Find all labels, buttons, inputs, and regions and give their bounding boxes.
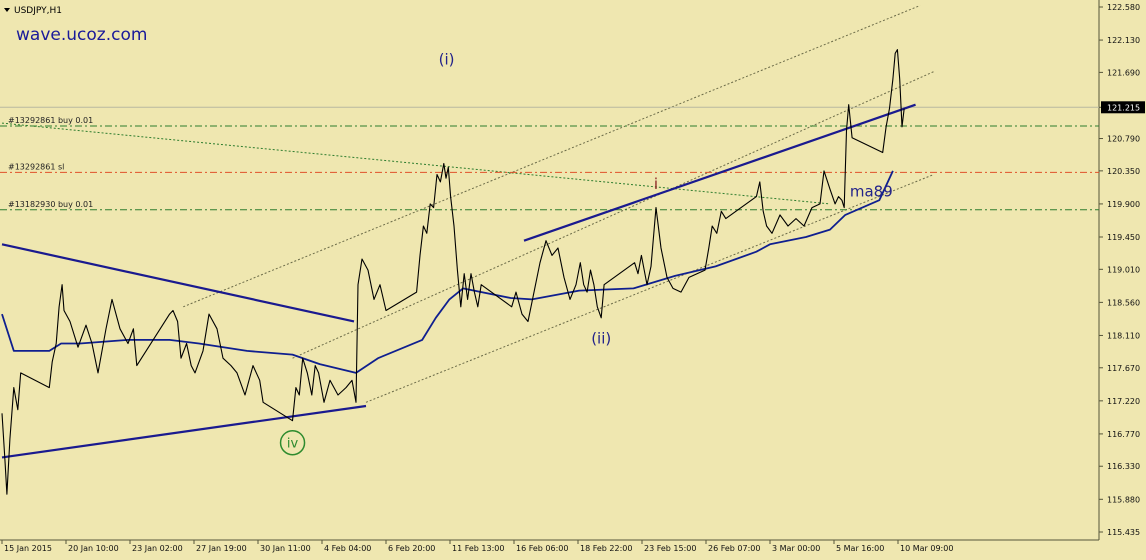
wave-label-2: (ii) [591, 330, 611, 348]
order-label-3: #13182930 buy 0.01 [8, 200, 93, 209]
channel-line-3 [365, 174, 934, 403]
trendline-3[interactable] [523, 103, 916, 242]
order-label-1: #13292861 buy 0.01 [8, 116, 93, 125]
x-tick-label-6: 4 Feb 04:00 [324, 544, 371, 553]
symbol-header: USDJPY,H1 [4, 6, 62, 16]
y-tick-label-6: 120.350 [1107, 167, 1140, 176]
x-tick-label-3: 23 Jan 02:00 [132, 544, 183, 553]
current-price-tag [1101, 101, 1145, 114]
trendline-2[interactable] [1, 404, 367, 459]
x-tick-label-12: 26 Feb 07:00 [708, 544, 760, 553]
x-tick-label-7: 6 Feb 20:00 [388, 544, 435, 553]
x-tick-label-1: 15 Jan 2015 [4, 544, 52, 553]
y-tick-label-15: 116.330 [1107, 462, 1140, 471]
wave-label-4: iv [287, 437, 299, 452]
y-tick-label-7: 119.900 [1107, 200, 1140, 209]
x-tick-label-11: 23 Feb 15:00 [644, 544, 696, 553]
y-tick-label-4: 121.215 [1107, 103, 1140, 112]
price-series-line [1, 49, 905, 495]
y-tick-label-3: 121.690 [1107, 68, 1140, 77]
y-tick-label-1: 122.580 [1107, 3, 1140, 12]
wave-label-3: i [654, 175, 658, 193]
y-tick-label-8: 119.450 [1107, 233, 1140, 242]
watermark: wave.ucoz.com [16, 25, 147, 45]
trendline-1[interactable] [1, 243, 355, 323]
y-tick-label-16: 115.880 [1107, 495, 1140, 504]
y-tick-label-12: 117.670 [1107, 364, 1140, 373]
x-tick-label-5: 30 Jan 11:00 [260, 544, 311, 553]
x-tick-label-15: 10 Mar 09:00 [900, 544, 953, 553]
wave-label-circle [279, 429, 306, 456]
y-tick-label-10: 118.560 [1107, 298, 1140, 307]
channel-line-1 [183, 5, 921, 308]
y-tick-label-11: 118.110 [1107, 331, 1140, 340]
x-tick-label-13: 3 Mar 00:00 [772, 544, 820, 553]
y-tick-label-2: 122.130 [1107, 36, 1140, 45]
symbol-label: USDJPY,H1 [14, 6, 62, 16]
order-label-2: #13292861 sl [8, 162, 64, 171]
symbol-dropdown-icon[interactable] [4, 8, 10, 12]
y-tick-label-17: 115.435 [1107, 528, 1140, 537]
ma89-series-line [1, 170, 894, 374]
channel-line-4 [1, 122, 831, 205]
x-tick-label-9: 16 Feb 06:00 [516, 544, 568, 553]
x-tick-label-14: 5 Mar 16:00 [836, 544, 884, 553]
y-tick-label-13: 117.220 [1107, 397, 1140, 406]
x-tick-label-10: 18 Feb 22:00 [580, 544, 632, 553]
x-tick-label-2: 20 Jan 10:00 [68, 544, 119, 553]
channel-line-2 [292, 71, 934, 359]
wave-label-5: ma89 [850, 183, 893, 201]
y-tick-label-9: 119.010 [1107, 265, 1140, 274]
x-tick-label-8: 11 Feb 13:00 [452, 544, 504, 553]
y-tick-label-5: 120.790 [1107, 135, 1140, 144]
x-tick-label-4: 27 Jan 19:00 [196, 544, 247, 553]
y-tick-label-14: 116.770 [1107, 430, 1140, 439]
wave-label-1: (i) [439, 50, 455, 68]
